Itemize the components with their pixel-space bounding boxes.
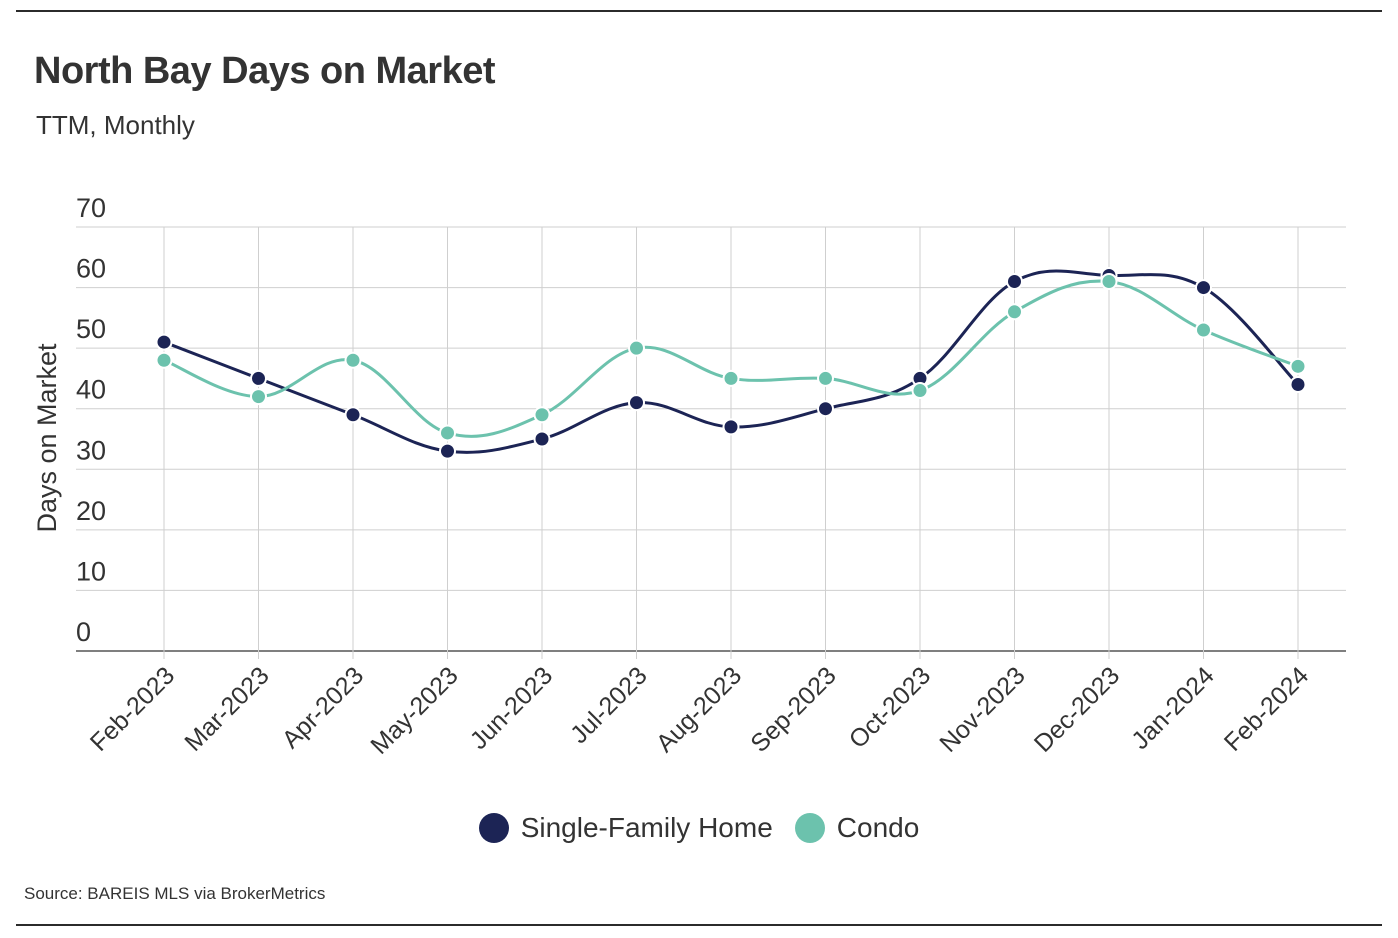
data-point-condo [439, 424, 456, 442]
line-chart: 0 10 20 30 40 50 60 70 Feb-2023 Mar-2023 Apr-2023… [32, 193, 1346, 760]
data-point-condo [1100, 273, 1118, 291]
x-tick-label: Sep-2023 [745, 661, 841, 757]
data-point-single-family-home [250, 369, 267, 387]
data-point-condo [722, 369, 740, 387]
x-tick-label: Jan-2024 [1126, 661, 1220, 755]
x-tick-label: Jul-2023 [565, 661, 653, 749]
y-axis-label: Days on Market [32, 343, 62, 533]
x-tick-label: Nov-2023 [934, 661, 1030, 757]
data-point-condo [1006, 303, 1023, 321]
x-tick-label: Apr-2023 [277, 661, 370, 754]
x-tick-label: Jun-2023 [465, 661, 559, 755]
grid-layer [76, 226, 1346, 659]
x-tick-label: Mar-2023 [179, 661, 274, 756]
legend-label: Single-Family Home [520, 812, 773, 843]
data-point-condo [1195, 321, 1212, 339]
data-point-condo [911, 382, 929, 400]
legend-item-single-family-home: Single-Family Home [478, 812, 773, 844]
data-point-condo [344, 351, 362, 369]
data-point-condo [1289, 357, 1307, 375]
x-tick-label: Feb-2023 [85, 661, 180, 756]
series-layer [155, 266, 1307, 460]
y-tick-label: 70 [76, 193, 106, 223]
data-point-single-family-home [1006, 273, 1023, 291]
y-tick-label: 60 [76, 254, 106, 284]
y-tick-label: 40 [76, 375, 106, 405]
x-tick-label: Feb-2024 [1219, 661, 1315, 757]
legend-swatch [794, 813, 825, 843]
source-note: Source: BAREIS MLS via BrokerMetrics [24, 884, 326, 903]
x-tick-label: Aug-2023 [651, 661, 747, 757]
data-point-single-family-home [439, 442, 456, 460]
legend: Single-Family Home Condo [0, 812, 1398, 844]
chart-title: North Bay Days on Market [34, 50, 496, 92]
x-tick-label: May-2023 [365, 661, 463, 759]
y-tick-label: 30 [76, 435, 106, 465]
data-point-single-family-home [628, 394, 645, 412]
y-tick-label: 50 [76, 314, 106, 344]
data-point-single-family-home [533, 430, 551, 448]
series-condo [155, 273, 1307, 442]
legend-label: Condo [836, 812, 920, 843]
x-tick-label: Oct-2023 [844, 661, 937, 754]
bottom-rule [16, 924, 1382, 926]
y-tick-labels: 0 10 20 30 40 50 60 70 [76, 193, 106, 647]
data-point-condo [250, 388, 267, 406]
data-point-condo [155, 351, 173, 369]
x-tick-label: Dec-2023 [1029, 661, 1125, 757]
y-tick-label: 10 [76, 556, 106, 586]
data-point-single-family-home [722, 418, 740, 436]
y-tick-label: 20 [76, 496, 106, 526]
data-point-single-family-home [155, 333, 173, 351]
data-point-single-family-home [1195, 279, 1212, 297]
legend-item-condo: Condo [794, 812, 920, 844]
data-point-single-family-home [1289, 375, 1307, 393]
data-point-single-family-home [344, 406, 362, 424]
top-rule [16, 10, 1382, 12]
data-point-condo [533, 406, 551, 424]
y-tick-label: 0 [76, 617, 91, 647]
chart-subtitle: TTM, Monthly [36, 110, 195, 140]
data-point-condo [817, 369, 834, 387]
data-point-condo [628, 339, 645, 357]
data-point-single-family-home [817, 400, 834, 418]
legend-swatch [478, 813, 509, 843]
